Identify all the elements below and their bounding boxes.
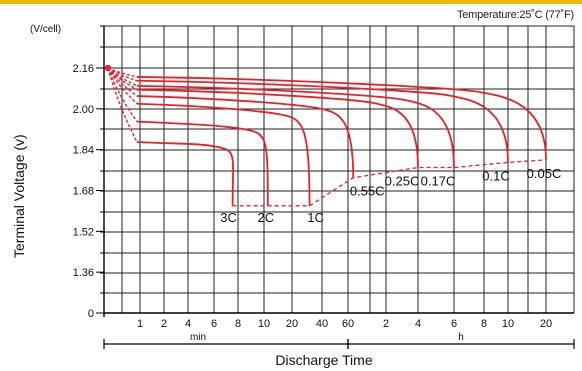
y-axis-title: Terminal Voltage (v): [11, 134, 27, 258]
series-label: 1C: [307, 210, 324, 225]
x-tick-label: 2: [383, 318, 389, 330]
x-tick-label: 20: [286, 318, 298, 330]
initial-drop: [107, 67, 138, 143]
series-label: 0.05C: [527, 166, 562, 181]
x-unit-label: h: [458, 332, 464, 343]
y-tick-label: 1.68: [73, 186, 94, 198]
x-tick-label: 40: [316, 318, 328, 330]
chart-grid: [103, 25, 575, 314]
series-label: 3C: [220, 210, 237, 225]
x-tick-label: 60: [342, 318, 354, 330]
x-tick-label: 2: [161, 318, 167, 330]
x-axis-title: Discharge Time: [275, 352, 372, 368]
x-tick-label: 4: [415, 318, 421, 330]
cutoff-line: [232, 159, 547, 207]
x-tick-label: 20: [540, 318, 552, 330]
x-tick-labels: 1 2 4 6 8 10 20 40 60 2 4 6 8 10 20 min h: [137, 318, 552, 343]
x-tick-label: 1: [137, 318, 143, 330]
discharge-curve: [136, 76, 547, 160]
series-label: 0.17C: [421, 174, 456, 189]
y-tick-label: 1.36: [73, 267, 94, 279]
discharge-curve: [136, 88, 419, 168]
y-tick-label: 1.84: [73, 145, 94, 157]
x-tick-label: 10: [258, 318, 270, 330]
y-axis-unit: (V/cell): [30, 24, 61, 35]
y-tick-label: 2.16: [73, 63, 94, 75]
initial-drop: [107, 67, 138, 97]
x-tick-label: 10: [502, 318, 514, 330]
y-tick-labels: 2.16 2.00 1.84 1.68 1.52 1.36 0: [73, 63, 94, 320]
discharge-curve: [136, 95, 355, 178]
series-label: 0.55C: [350, 184, 385, 199]
discharge-curve: [136, 120, 269, 206]
x-tick-label: 8: [481, 318, 487, 330]
x-tick-label: 6: [211, 318, 217, 330]
discharge-curve: [136, 102, 311, 206]
initial-drop: [107, 67, 138, 78]
discharge-curve: [136, 84, 455, 168]
series-label: 2C: [258, 210, 275, 225]
series-label: 0.25C: [385, 174, 420, 189]
y-tick-label: 2.00: [73, 104, 94, 116]
y-tick-label: 0: [88, 308, 94, 320]
x-unit-label: min: [190, 332, 206, 343]
x-tick-label: 4: [185, 318, 191, 330]
x-tick-label: 6: [451, 318, 457, 330]
discharge-curves: [104, 64, 547, 207]
temperature-label: Temperature:25˚C (77˚F): [456, 9, 574, 21]
accent-bar: [0, 0, 582, 4]
discharge-curve: [136, 141, 234, 206]
chart-axes: [96, 25, 575, 349]
initial-drop: [107, 67, 138, 122]
initial-drop: [107, 67, 138, 105]
series-label: 0.1C: [482, 168, 509, 183]
y-tick-label: 1.52: [73, 226, 94, 238]
x-tick-label: 8: [235, 318, 241, 330]
discharge-curve: [136, 79, 509, 163]
